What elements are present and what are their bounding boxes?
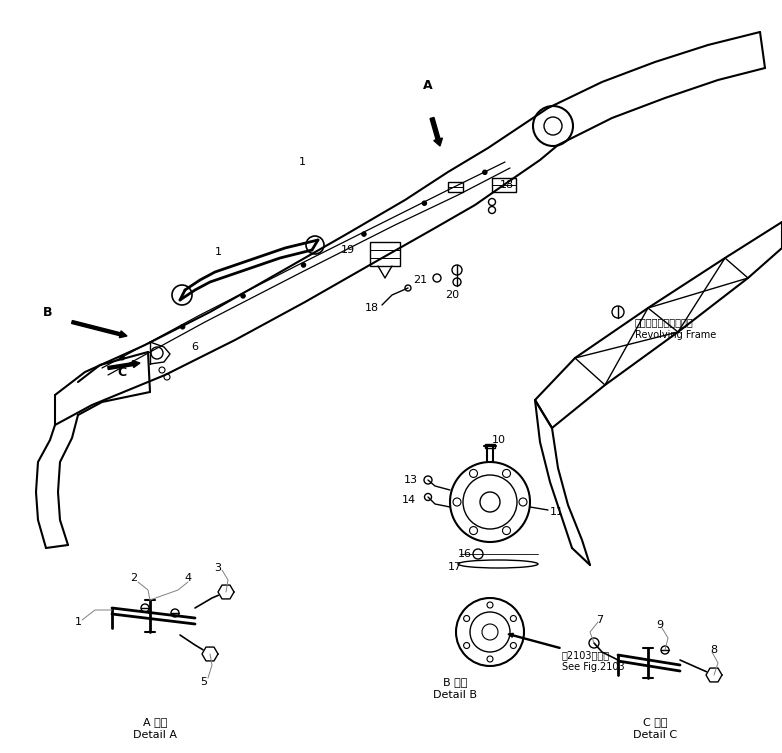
Polygon shape bbox=[202, 647, 218, 661]
Circle shape bbox=[120, 355, 124, 360]
Text: 21: 21 bbox=[413, 275, 427, 285]
Text: 13: 13 bbox=[404, 475, 418, 485]
Text: 1: 1 bbox=[214, 247, 221, 257]
Bar bbox=[370, 242, 400, 266]
Text: 18: 18 bbox=[500, 180, 514, 190]
Text: 7: 7 bbox=[597, 615, 604, 625]
Bar bbox=[448, 182, 463, 192]
Text: B: B bbox=[43, 306, 52, 319]
Text: 14: 14 bbox=[402, 495, 416, 505]
Bar bbox=[492, 178, 516, 192]
Text: A: A bbox=[423, 78, 432, 92]
FancyArrow shape bbox=[508, 633, 560, 648]
Circle shape bbox=[482, 170, 487, 175]
FancyArrow shape bbox=[108, 361, 140, 370]
Text: 1: 1 bbox=[299, 157, 306, 167]
Text: Revolving Frame: Revolving Frame bbox=[635, 330, 716, 340]
Text: B 詳細: B 詳細 bbox=[443, 677, 467, 687]
Circle shape bbox=[362, 232, 366, 236]
Text: Detail B: Detail B bbox=[433, 690, 477, 700]
Ellipse shape bbox=[458, 560, 538, 568]
Text: 2: 2 bbox=[131, 573, 138, 583]
Text: レホルビングフレーム: レホルビングフレーム bbox=[635, 317, 694, 327]
Bar bbox=[485, 444, 495, 448]
Text: 16: 16 bbox=[458, 549, 472, 559]
Text: 11: 11 bbox=[550, 507, 564, 517]
Circle shape bbox=[422, 201, 427, 206]
Polygon shape bbox=[706, 668, 722, 682]
FancyArrow shape bbox=[430, 117, 443, 146]
Text: 9: 9 bbox=[656, 620, 664, 630]
Text: Detail C: Detail C bbox=[633, 730, 677, 740]
Text: See Fig.2103: See Fig.2103 bbox=[562, 662, 625, 672]
FancyArrow shape bbox=[72, 321, 127, 337]
Text: 3: 3 bbox=[214, 563, 221, 573]
Text: C: C bbox=[117, 365, 127, 379]
Text: 1: 1 bbox=[74, 617, 81, 627]
Text: 17: 17 bbox=[448, 562, 462, 572]
Text: 4: 4 bbox=[185, 573, 192, 583]
Text: 8: 8 bbox=[710, 645, 717, 655]
Text: 20: 20 bbox=[445, 290, 459, 300]
Circle shape bbox=[301, 263, 306, 267]
Polygon shape bbox=[218, 585, 234, 599]
Text: 第2103図参照: 第2103図参照 bbox=[562, 650, 610, 660]
Circle shape bbox=[181, 325, 185, 329]
Text: C 詳細: C 詳細 bbox=[643, 717, 667, 727]
Text: 19: 19 bbox=[341, 245, 355, 255]
Text: A 詳細: A 詳細 bbox=[143, 717, 167, 727]
Text: 6: 6 bbox=[192, 342, 199, 352]
Text: 18: 18 bbox=[365, 303, 379, 313]
Text: 5: 5 bbox=[200, 677, 207, 687]
Circle shape bbox=[241, 294, 246, 298]
Text: 10: 10 bbox=[492, 435, 506, 445]
Text: Detail A: Detail A bbox=[133, 730, 177, 740]
